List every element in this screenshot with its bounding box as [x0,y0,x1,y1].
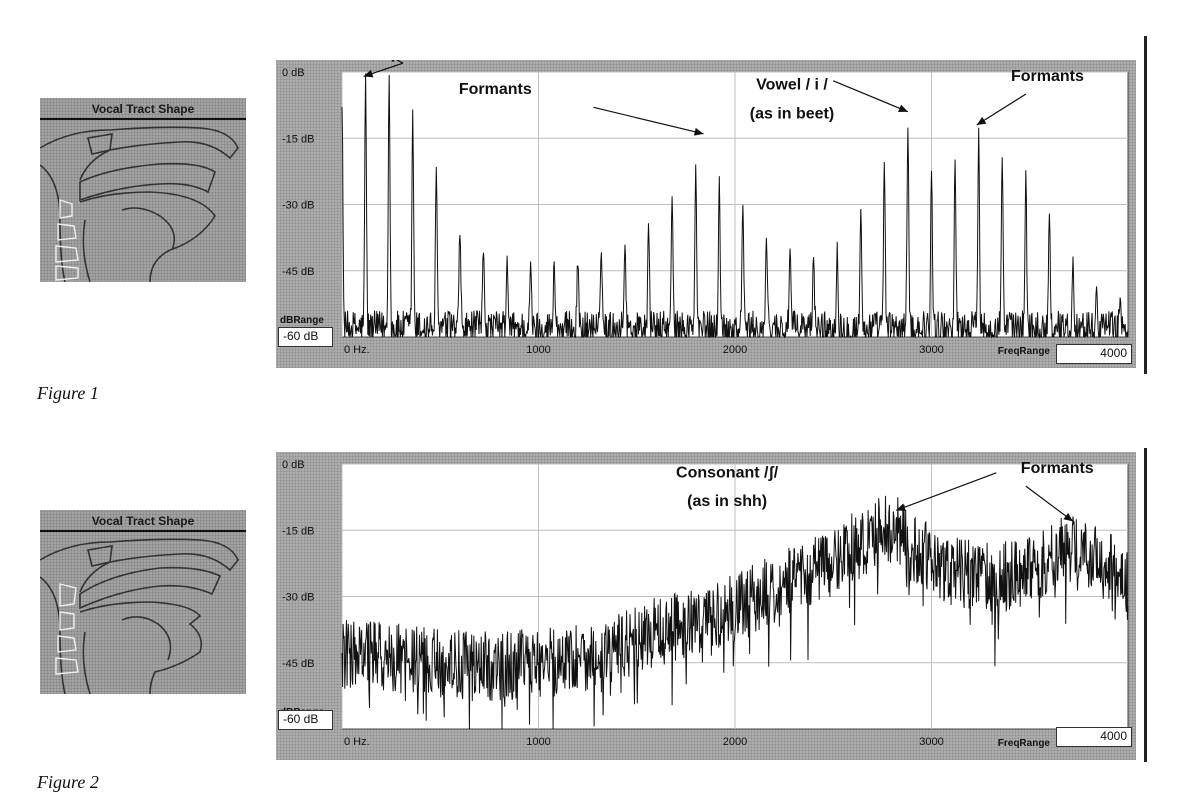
y-tick-label: -15 dB [282,133,314,145]
vocal-tract-divider [40,530,246,532]
figure-2: Vocal Tract Shape 0 dB -15 dB -30 dB -45 dB… [0,420,1200,797]
spectrum-trace [341,495,1129,730]
annotation-arrow [396,60,404,64]
arrow-head [391,60,395,63]
spectrum-frame: 0 dB -15 dB -30 dB -45 dB 0 Hz. 1000 2000 3000 d… [276,60,1136,368]
freq-range-input[interactable]: 4000 [1056,344,1132,364]
arrow-head [896,503,906,511]
y-tick-label: 0 dB [282,459,305,471]
db-range-input[interactable]: -60 dB [278,327,333,347]
x-tick-label: 2000 [723,344,747,356]
vocal-tract-divider [40,118,246,120]
arrow-head [363,69,374,78]
y-tick-label: 0 dB [282,67,305,79]
figure-caption: Figure 2 [37,772,99,792]
vocal-tract-drawing [40,538,239,694]
annotation-arrow [833,80,909,113]
spectrum-trace [341,73,1129,339]
freq-range-label: FreqRange [998,346,1051,357]
arrow-head [976,116,987,125]
arrow-head [898,104,908,113]
y-tick-label: -45 dB [282,266,314,278]
x-tick-label: 3000 [919,736,943,748]
figure-caption: Figure 1 [37,383,99,403]
x-tick-label: 0 Hz. [344,736,370,748]
vocal-tract-title: Vocal Tract Shape [91,514,195,528]
vocal-tract-panel: Vocal Tract Shape [40,510,246,694]
x-tick-label: 1000 [526,736,550,748]
spectrum-chart: 0 dB -15 dB -30 dB -45 dB 0 Hz. 1000 2000 3000 d… [280,60,1129,357]
x-tick-label: 2000 [723,736,747,748]
freq-range-label: FreqRange [998,738,1051,749]
arrow-head [693,127,704,136]
annotation-arrow [1025,485,1074,522]
arrow-head [1063,512,1073,522]
x-tick-label: 1000 [526,344,550,356]
window-edge [1144,448,1147,762]
annotation-arrow [976,93,1027,126]
annotation-label: (as in beet) [750,105,834,122]
spectrum-chart: 0 dB-15 dB-30 dB-45 dB0 Hz.100020003000d… [280,459,1129,749]
spectrum-frame: 0 dB-15 dB-30 dB-45 dB0 Hz.100020003000d… [276,452,1136,760]
y-tick-label: -45 dB [282,658,314,670]
annotation-label: Formants [459,81,532,98]
annotation-arrow [593,106,704,135]
y-tick-label: -30 dB [282,592,314,604]
annotation-label: Formants [1011,68,1084,85]
annotation-label: (as in shh) [687,493,767,510]
vocal-tract-title: Vocal Tract Shape [91,102,195,116]
annotation-arrow [895,472,997,511]
db-range-label: dBRange [280,315,324,326]
db-range-input[interactable]: -60 dB [278,710,333,730]
figure-1: Vocal Tract Shape 0 dB -15 dB -30 dB -45 dB… [37,36,1147,403]
vocal-tract-panel: Vocal Tract Shape [40,98,246,282]
y-tick-label: -15 dB [282,525,314,537]
window-edge [1144,36,1147,374]
x-tick-label: 3000 [919,344,943,356]
y-tick-label: -30 dB [282,200,314,212]
annotation-label: Formants [1021,460,1094,477]
annotation-label: Vowel / i / [756,77,828,94]
x-tick-label: 0 Hz. [344,344,370,356]
freq-range-input[interactable]: 4000 [1056,727,1132,747]
vocal-tract-drawing [40,126,239,282]
annotation-label: Consonant /ʃ/ [676,464,779,481]
